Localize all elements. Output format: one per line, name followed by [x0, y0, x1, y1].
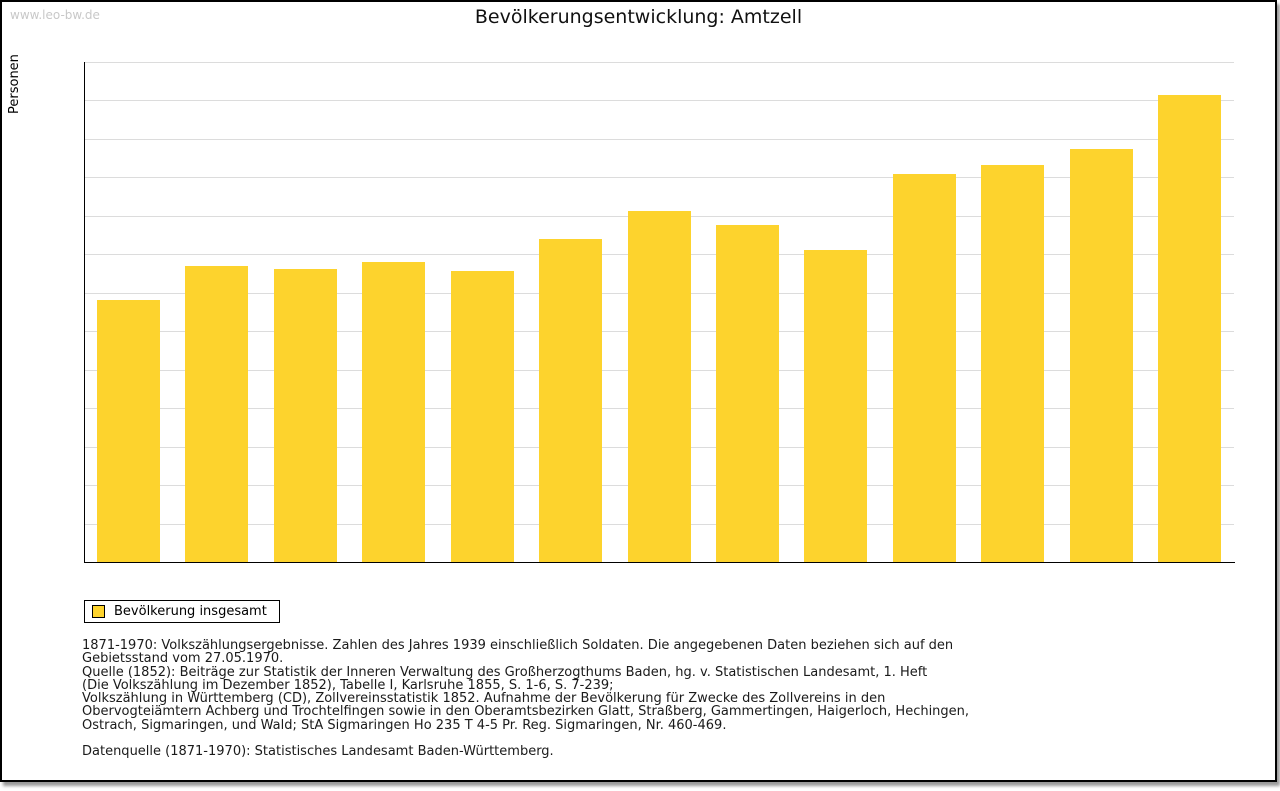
- footnote-line: Obervogteiämtern Achberg und Trochtelfin…: [82, 704, 970, 720]
- legend-label: Bevölkerung insgesamt: [114, 604, 267, 619]
- plot-area: [84, 62, 1234, 562]
- bar-1910: [539, 238, 603, 562]
- chart-title: Bevölkerungsentwicklung: Amtzell: [474, 6, 803, 28]
- x-axis-line: [84, 562, 1235, 563]
- bar-1950: [892, 173, 956, 562]
- footnote-line: Quelle (1852): Beiträge zur Statistik de…: [82, 664, 928, 680]
- footnote-line: (Die Volkszählung im Dezember 1852), Tab…: [82, 677, 614, 693]
- footnote-line: Ostrach, Sigmaringen, und Wald; StA Sigm…: [82, 717, 727, 733]
- bar-1933: [715, 225, 779, 562]
- legend-swatch: [92, 605, 105, 618]
- y-axis-line: [84, 62, 85, 563]
- bar-1890: [362, 262, 426, 562]
- bar-1871: [185, 266, 249, 562]
- gridline-2400: [84, 100, 1234, 101]
- legend: Bevölkerung insgesamt: [84, 600, 280, 623]
- bar-1956: [981, 165, 1045, 562]
- bar-1925: [627, 211, 691, 562]
- footnote: 1871-1970: Volkszählungsergebnisse. Zahl…: [82, 638, 1202, 760]
- bar-1880: [273, 268, 337, 562]
- bar-1939: [804, 250, 868, 562]
- bar-1900: [450, 270, 514, 562]
- y-axis-tick-labels: [2, 62, 74, 563]
- bar-1852: [96, 299, 160, 562]
- footnote-line: 1871-1970: Volkszählungsergebnisse. Zahl…: [82, 638, 954, 653]
- watermark: www.leo-bw.de: [10, 8, 100, 22]
- footnote-line: Volkszählung in Württemberg (CD), Zollve…: [82, 691, 886, 707]
- data-source-line: Datenquelle (1871-1970): Statistisches L…: [82, 744, 554, 760]
- gridline-2200: [84, 139, 1234, 140]
- gridline-2600: [84, 62, 1234, 63]
- bar-1961: [1069, 148, 1133, 562]
- gridline-2000: [84, 177, 1234, 178]
- footnote-line: Gebietsstand vom 27.05.1970.: [82, 651, 284, 667]
- bar-1970: [1158, 94, 1222, 562]
